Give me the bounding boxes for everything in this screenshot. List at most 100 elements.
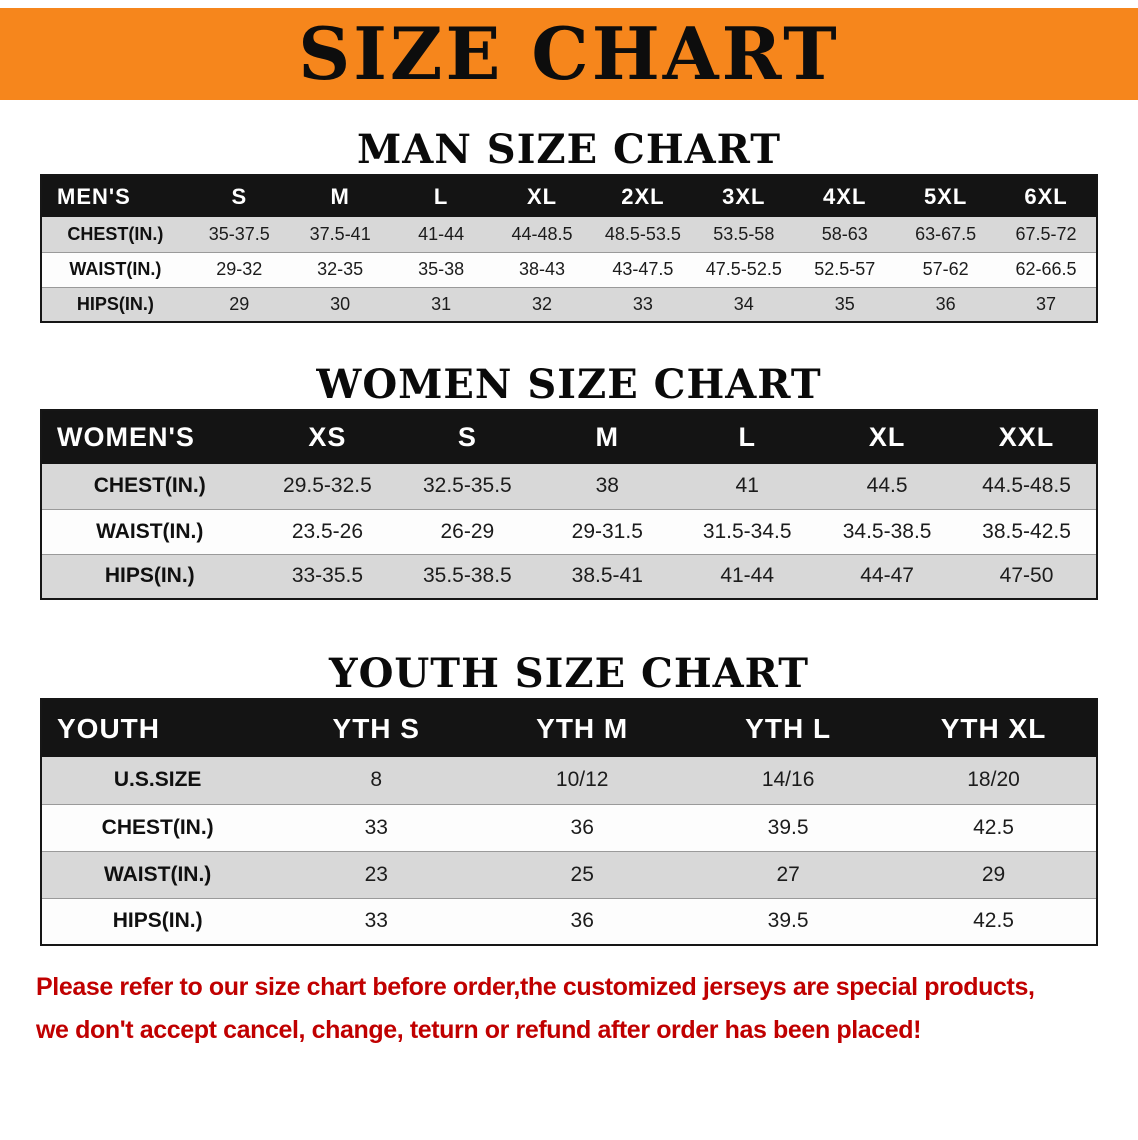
size-value: 39.5 (685, 898, 892, 945)
table-header-row: YOUTH YTH S YTH M YTH L YTH XL (41, 699, 1097, 757)
size-value: 43-47.5 (592, 252, 694, 288)
men-size-chart-section: MAN SIZE CHART MEN'S S M L XL 2XL 3XL 4XL 5XL 6XL… (0, 126, 1138, 323)
table-row: WAIST(IN.) 23.5-26 26-29 29-31.5 31.5-34.5 34… (41, 509, 1097, 555)
size-value: 37 (996, 287, 1097, 322)
size-value: 42.5 (891, 804, 1097, 852)
size-value: 35-37.5 (188, 217, 290, 253)
row-label: U.S.SIZE (41, 757, 274, 805)
men-section-heading: MAN SIZE CHART (357, 126, 781, 173)
size-value: 32.5-35.5 (397, 464, 538, 510)
row-label: HIPS(IN.) (41, 287, 189, 322)
size-value: 37.5-41 (289, 217, 391, 253)
youth-table-header: YOUTH YTH S YTH M YTH L YTH XL (41, 699, 1097, 757)
size-value: 47.5-52.5 (693, 252, 795, 288)
women-section-heading: WOMEN SIZE CHART (316, 361, 822, 408)
size-value: 33 (273, 898, 480, 945)
size-value: 38 (537, 464, 678, 510)
table-header-row: MEN'S S M L XL 2XL 3XL 4XL 5XL 6XL (41, 175, 1097, 217)
size-value: 38.5-42.5 (957, 509, 1097, 555)
size-value: 44.5-48.5 (957, 464, 1097, 510)
size-value: 29-31.5 (537, 509, 678, 555)
table-row: U.S.SIZE 8 10/12 14/16 18/20 (41, 757, 1097, 805)
size-column-header: XS (257, 410, 398, 464)
size-value: 36 (479, 804, 686, 852)
size-value: 29.5-32.5 (257, 464, 398, 510)
men-table-header: MEN'S S M L XL 2XL 3XL 4XL 5XL 6XL (41, 175, 1097, 217)
size-column-header: YTH XL (891, 699, 1097, 757)
size-column-header: 5XL (895, 175, 997, 217)
row-label: CHEST(IN.) (41, 804, 274, 852)
row-label: HIPS(IN.) (41, 898, 274, 945)
size-column-header: 4XL (794, 175, 896, 217)
women-table-body: CHEST(IN.) 29.5-32.5 32.5-35.5 38 41 44.5 44.5… (41, 464, 1097, 599)
size-column-header: YTH S (273, 699, 480, 757)
size-value: 41-44 (677, 554, 818, 599)
size-chart-banner: SIZE CHART (0, 8, 1138, 100)
size-value: 63-67.5 (895, 217, 997, 253)
size-value: 33-35.5 (257, 554, 398, 599)
women-size-table: WOMEN'S XS S M L XL XXL CHEST(IN.) 29.5-32.5 32.… (40, 409, 1098, 600)
size-column-header: XXL (957, 410, 1097, 464)
table-title-cell: MEN'S (41, 175, 189, 217)
size-value: 35.5-38.5 (397, 554, 538, 599)
size-value: 36 (479, 898, 686, 945)
size-value: 32-35 (289, 252, 391, 288)
size-value: 8 (273, 757, 480, 805)
table-row: HIPS(IN.) 33-35.5 35.5-38.5 38.5-41 41-44 44-… (41, 554, 1097, 599)
banner-title: SIZE CHART (298, 11, 840, 96)
size-value: 41-44 (390, 217, 492, 253)
size-column-header: L (390, 175, 492, 217)
row-label: HIPS(IN.) (41, 554, 258, 599)
disclaimer-line-1: Please refer to our size chart before or… (36, 973, 1035, 1001)
size-value: 31 (390, 287, 492, 322)
size-value: 38.5-41 (537, 554, 678, 599)
table-row: HIPS(IN.) 33 36 39.5 42.5 (41, 898, 1097, 945)
size-value: 32 (491, 287, 593, 322)
size-value: 10/12 (479, 757, 686, 805)
size-value: 31.5-34.5 (677, 509, 818, 555)
size-column-header: M (289, 175, 391, 217)
size-column-header: YTH L (685, 699, 892, 757)
size-column-header: YTH M (479, 699, 686, 757)
size-value: 58-63 (794, 217, 896, 253)
table-row: CHEST(IN.) 33 36 39.5 42.5 (41, 804, 1097, 852)
youth-table-body: U.S.SIZE 8 10/12 14/16 18/20 CHEST(IN.) 33 36 39… (41, 757, 1097, 945)
size-column-header: 6XL (996, 175, 1097, 217)
size-value: 38-43 (491, 252, 593, 288)
size-value: 29 (891, 851, 1097, 899)
youth-size-table: YOUTH YTH S YTH M YTH L YTH XL U.S.SIZE 8 10/1… (40, 698, 1098, 946)
size-value: 18/20 (891, 757, 1097, 805)
row-label: WAIST(IN.) (41, 851, 274, 899)
table-title-cell: YOUTH (41, 699, 274, 757)
women-size-chart-section: WOMEN SIZE CHART WOMEN'S XS S M L XL XXL CHEST… (0, 361, 1138, 600)
row-label: CHEST(IN.) (41, 464, 258, 510)
size-value: 39.5 (685, 804, 892, 852)
table-row: WAIST(IN.) 29-32 32-35 35-38 38-43 43-47.5 47.… (41, 252, 1097, 288)
men-size-table: MEN'S S M L XL 2XL 3XL 4XL 5XL 6XL CHEST(IN.) 35-3… (40, 174, 1098, 323)
size-value: 14/16 (685, 757, 892, 805)
table-row: CHEST(IN.) 29.5-32.5 32.5-35.5 38 41 44.5 44.5… (41, 464, 1097, 510)
row-label: WAIST(IN.) (41, 509, 258, 555)
size-value: 48.5-53.5 (592, 217, 694, 253)
size-value: 34.5-38.5 (817, 509, 958, 555)
row-label: WAIST(IN.) (41, 252, 189, 288)
men-table-body: CHEST(IN.) 35-37.5 37.5-41 41-44 44-48.5 48.5… (41, 217, 1097, 322)
table-header-row: WOMEN'S XS S M L XL XXL (41, 410, 1097, 464)
disclaimer-line-2: we don't accept cancel, change, teturn o… (36, 1016, 922, 1044)
youth-section-heading: YOUTH SIZE CHART (329, 650, 809, 697)
size-value: 23.5-26 (257, 509, 398, 555)
size-value: 36 (895, 287, 997, 322)
table-row: CHEST(IN.) 35-37.5 37.5-41 41-44 44-48.5 48.5… (41, 217, 1097, 253)
size-column-header: XL (491, 175, 593, 217)
table-row: WAIST(IN.) 23 25 27 29 (41, 851, 1097, 899)
disclaimer: Please refer to our size chart before or… (0, 966, 1138, 1052)
youth-size-chart-section: YOUTH SIZE CHART YOUTH YTH S YTH M YTH L YTH… (0, 650, 1138, 946)
table-row: HIPS(IN.) 29 30 31 32 33 34 35 36 37 (41, 287, 1097, 322)
size-value: 62-66.5 (996, 252, 1097, 288)
size-value: 25 (479, 851, 686, 899)
size-column-header: XL (817, 410, 958, 464)
size-value: 44.5 (817, 464, 958, 510)
size-column-header: 2XL (592, 175, 694, 217)
size-value: 30 (289, 287, 391, 322)
size-value: 52.5-57 (794, 252, 896, 288)
